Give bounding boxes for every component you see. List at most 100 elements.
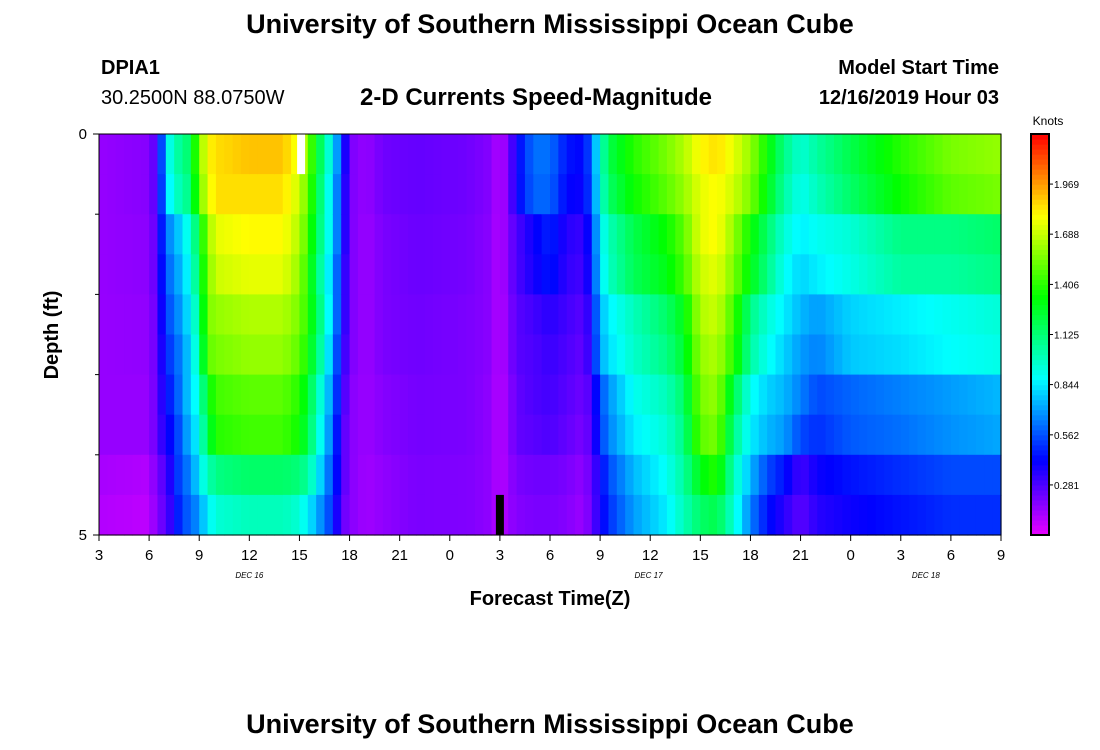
heatmap-cell xyxy=(424,334,434,376)
heatmap-cell xyxy=(182,334,192,376)
heatmap-cell xyxy=(324,294,334,336)
heatmap-cell xyxy=(767,254,777,295)
heatmap-cell xyxy=(591,454,601,496)
heatmap-cell xyxy=(157,254,167,295)
heatmap-cell xyxy=(182,494,192,536)
heatmap-cell xyxy=(99,134,108,175)
heatmap-cell xyxy=(950,494,960,536)
heatmap-cell xyxy=(992,214,1002,255)
heatmap-cell xyxy=(458,214,468,255)
heatmap-cell xyxy=(533,254,543,295)
heatmap-cell xyxy=(349,414,359,456)
heatmap-cell xyxy=(558,414,568,456)
heatmap-cell xyxy=(207,294,217,336)
heatmap-cell xyxy=(458,174,468,215)
heatmap-cell xyxy=(157,374,167,416)
heatmap-cell xyxy=(391,414,401,456)
heatmap-cell xyxy=(249,214,259,255)
heatmap-cell xyxy=(975,454,985,496)
heatmap-cell xyxy=(950,174,960,215)
heatmap-cell xyxy=(341,334,351,376)
heatmap-cell xyxy=(307,294,317,336)
heatmap-cell xyxy=(474,174,484,215)
heatmap-cell xyxy=(458,454,468,496)
colorbar-cell xyxy=(1031,279,1049,285)
heatmap-cell xyxy=(683,454,693,496)
colorbar-tick-label: 0.844 xyxy=(1054,381,1079,392)
heatmap-cell xyxy=(833,454,843,496)
heatmap-cell xyxy=(925,174,935,215)
heatmap-cell xyxy=(909,494,919,536)
heatmap-cell xyxy=(842,294,852,336)
heatmap-cell xyxy=(483,134,493,175)
heatmap-cell xyxy=(483,174,493,215)
heatmap-cell xyxy=(249,134,259,175)
heatmap-cell xyxy=(408,214,417,255)
heatmap-cell xyxy=(566,374,576,416)
heatmap-cell xyxy=(959,254,969,295)
heatmap-cell xyxy=(867,414,877,456)
heatmap-cell xyxy=(149,134,159,175)
heatmap-cell xyxy=(157,134,167,175)
heatmap-cell xyxy=(416,174,426,215)
heatmap-cell xyxy=(174,174,184,215)
y-tick-label: 5 xyxy=(79,527,87,544)
heatmap-cell xyxy=(550,294,559,336)
x-tick-label: 21 xyxy=(792,547,809,564)
heatmap-cell xyxy=(859,174,868,215)
colorbar-cell xyxy=(1031,409,1049,416)
heatmap-cell xyxy=(984,414,994,456)
heatmap-cell xyxy=(825,254,835,295)
heatmap-cell xyxy=(909,414,919,456)
heatmap-cell xyxy=(641,334,651,376)
heatmap-cell xyxy=(257,494,267,536)
heatmap-cell xyxy=(975,134,985,175)
heatmap-cell xyxy=(232,454,242,496)
heatmap-cell xyxy=(266,134,275,175)
heatmap-cell xyxy=(950,294,960,336)
heatmap-cell xyxy=(675,254,685,295)
colorbar-cell xyxy=(1031,479,1049,486)
heatmap-cell xyxy=(867,294,877,336)
heatmap-cell xyxy=(967,294,977,336)
heatmap-cell xyxy=(808,414,818,456)
heatmap-cell xyxy=(366,334,376,376)
heatmap-cell xyxy=(299,254,309,295)
heatmap-cell xyxy=(691,174,701,215)
heatmap-cell xyxy=(332,254,342,295)
heatmap-cell xyxy=(583,134,593,175)
colorbar-cell xyxy=(1031,354,1049,361)
heatmap-cell xyxy=(975,374,985,416)
heatmap-cell xyxy=(391,294,401,336)
heatmap-cell xyxy=(566,294,576,336)
heatmap-cell xyxy=(859,494,868,536)
heatmap-cell xyxy=(449,334,459,376)
heatmap-cell xyxy=(416,454,426,496)
heatmap-cell xyxy=(115,294,125,336)
heatmap-cell xyxy=(366,414,376,456)
heatmap-cell xyxy=(541,334,551,376)
heatmap-cell xyxy=(424,454,434,496)
heatmap-cell xyxy=(541,414,551,456)
heatmap-cell xyxy=(466,174,476,215)
heatmap-cell xyxy=(274,294,284,336)
heatmap-cell xyxy=(316,374,326,416)
heatmap-cell xyxy=(892,294,902,336)
heatmap-cell xyxy=(357,334,367,376)
colorbar-cell xyxy=(1031,309,1049,316)
heatmap-cell xyxy=(767,294,777,336)
heatmap-cell xyxy=(458,334,468,376)
heatmap-cell xyxy=(708,454,718,496)
heatmap-cell xyxy=(516,214,526,255)
heatmap-cell xyxy=(892,334,902,376)
heatmap-cell xyxy=(199,374,209,416)
heatmap-cell xyxy=(984,454,994,496)
heatmap-cell xyxy=(424,134,434,175)
heatmap-cell xyxy=(190,454,200,496)
heatmap-cell xyxy=(825,134,835,175)
heatmap-cell xyxy=(399,374,409,416)
heatmap-cell xyxy=(541,454,551,496)
heatmap-cell xyxy=(240,494,250,536)
heatmap-cell xyxy=(466,254,476,295)
heatmap-cell xyxy=(792,254,802,295)
